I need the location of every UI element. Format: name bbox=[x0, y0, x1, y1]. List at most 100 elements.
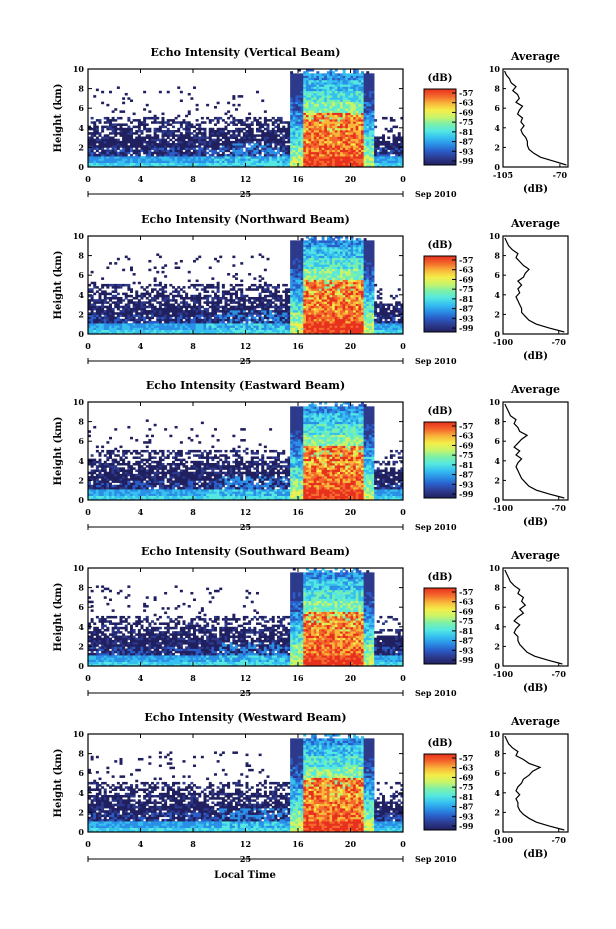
heatmap-cell bbox=[196, 327, 199, 330]
heatmap-cell bbox=[374, 152, 377, 155]
heatmap-cell bbox=[167, 132, 170, 135]
heatmap-cell bbox=[345, 97, 348, 100]
heatmap-cell bbox=[217, 121, 220, 124]
heatmap-cell bbox=[298, 251, 301, 254]
heatmap-cell bbox=[372, 78, 375, 81]
heatmap-cell bbox=[361, 95, 364, 98]
heatmap-cell bbox=[301, 150, 304, 153]
heatmap-cell bbox=[374, 119, 377, 122]
heatmap-cell bbox=[164, 163, 167, 166]
heatmap-cell bbox=[353, 86, 356, 89]
heatmap-cell bbox=[285, 306, 288, 309]
heatmap-cell bbox=[301, 137, 304, 140]
heatmap-cell bbox=[164, 317, 167, 320]
heatmap-cell bbox=[340, 154, 343, 157]
heatmap-cell bbox=[130, 121, 133, 124]
heatmap-cell bbox=[319, 117, 322, 120]
heatmap-cell bbox=[332, 152, 335, 155]
heatmap-cell bbox=[246, 152, 249, 155]
heatmap-cell bbox=[154, 280, 157, 283]
heatmap-cell bbox=[154, 323, 157, 326]
heatmap-cell bbox=[285, 319, 288, 322]
heatmap-cell bbox=[335, 76, 338, 79]
heatmap-cell bbox=[303, 117, 306, 120]
heatmap-cell bbox=[264, 299, 267, 302]
heatmap-cell bbox=[314, 86, 317, 89]
heatmap-cell bbox=[230, 115, 233, 118]
heatmap-cell bbox=[246, 137, 249, 140]
heatmap-cell bbox=[204, 310, 207, 313]
heatmap-cell bbox=[222, 308, 225, 311]
heatmap-cell bbox=[377, 137, 380, 140]
heatmap-cell bbox=[256, 143, 259, 146]
heatmap-cell bbox=[156, 308, 159, 311]
heatmap-cell bbox=[201, 156, 204, 159]
heatmap-cell bbox=[272, 123, 275, 126]
heatmap-cell bbox=[351, 91, 354, 94]
heatmap-cell bbox=[148, 150, 151, 153]
heatmap-cell bbox=[319, 152, 322, 155]
heatmap-cell bbox=[335, 137, 338, 140]
heatmap-cell bbox=[185, 327, 188, 330]
heatmap-cell bbox=[159, 256, 162, 259]
heatmap-cell bbox=[303, 86, 306, 89]
heatmap-cell bbox=[358, 141, 361, 144]
heatmap-cell bbox=[248, 134, 251, 137]
heatmap-cell bbox=[185, 132, 188, 135]
heatmap-cell bbox=[288, 314, 291, 317]
heatmap-cell bbox=[164, 121, 167, 124]
heatmap-cell bbox=[201, 121, 204, 124]
heatmap-cell bbox=[248, 308, 251, 311]
heatmap-cell bbox=[387, 147, 390, 150]
heatmap-cell bbox=[348, 91, 351, 94]
heatmap-cell bbox=[143, 304, 146, 307]
heatmap-cell bbox=[324, 73, 327, 76]
heatmap-cell bbox=[343, 86, 346, 89]
heatmap-cell bbox=[201, 288, 204, 291]
heatmap-cell bbox=[198, 330, 201, 333]
heatmap-cell bbox=[180, 156, 183, 159]
heatmap-cell bbox=[243, 325, 246, 328]
heatmap-cell bbox=[364, 143, 367, 146]
heatmap-cell bbox=[261, 123, 264, 126]
heatmap-cell bbox=[330, 158, 333, 161]
heatmap-cell bbox=[164, 308, 167, 311]
heatmap-cell bbox=[188, 152, 191, 155]
heatmap-cell bbox=[358, 123, 361, 126]
heatmap-cell bbox=[369, 147, 372, 150]
heatmap-cell bbox=[156, 147, 159, 150]
heatmap-cell bbox=[364, 128, 367, 131]
heatmap-cell bbox=[206, 295, 209, 298]
heatmap-cell bbox=[309, 102, 312, 105]
heatmap-cell bbox=[269, 321, 272, 324]
heatmap-cell bbox=[343, 78, 346, 81]
heatmap-cell bbox=[301, 288, 304, 291]
heatmap-cell bbox=[112, 137, 115, 140]
heatmap-cell bbox=[387, 154, 390, 157]
heatmap-cell bbox=[96, 163, 99, 166]
heatmap-cell bbox=[253, 308, 256, 311]
heatmap-cell bbox=[353, 95, 356, 98]
heatmap-cell bbox=[327, 82, 330, 85]
heatmap-cell bbox=[374, 141, 377, 144]
heatmap-cell bbox=[104, 156, 107, 159]
heatmap-cell bbox=[190, 126, 193, 129]
heatmap-cell bbox=[120, 132, 123, 135]
heatmap-cell bbox=[314, 82, 317, 85]
heatmap-cell bbox=[316, 330, 319, 333]
heatmap-cell bbox=[327, 126, 330, 129]
heatmap-cell bbox=[393, 137, 396, 140]
heatmap-cell bbox=[248, 141, 251, 144]
heatmap-cell bbox=[209, 160, 212, 163]
heatmap-cell bbox=[353, 89, 356, 92]
heatmap-cell bbox=[311, 82, 314, 85]
heatmap-cell bbox=[206, 304, 209, 307]
heatmap-cell bbox=[343, 119, 346, 122]
heatmap-cell bbox=[209, 150, 212, 153]
heatmap-cell bbox=[309, 245, 312, 248]
heatmap-cell bbox=[340, 106, 343, 109]
heatmap-cell bbox=[348, 132, 351, 135]
heatmap-cell bbox=[340, 128, 343, 131]
heatmap-cell bbox=[154, 152, 157, 155]
heatmap-cell bbox=[293, 137, 296, 140]
